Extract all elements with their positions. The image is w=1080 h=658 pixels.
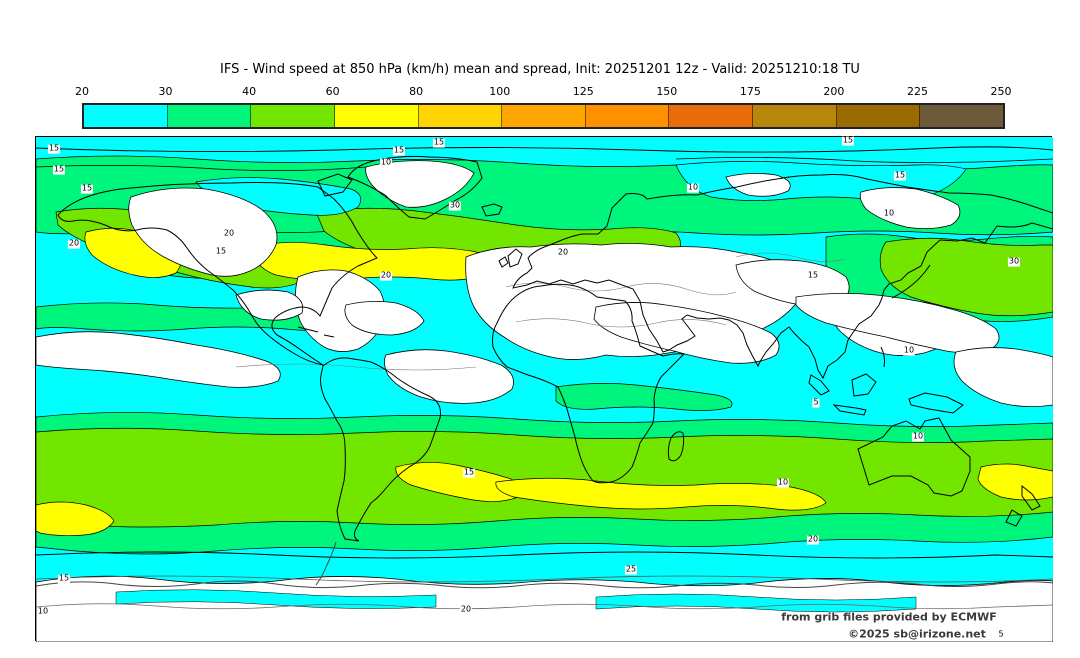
- coast-antarctica: [36, 580, 1053, 589]
- coastlines: [36, 155, 1053, 610]
- colorbar-cell: [585, 105, 670, 127]
- coast-australia: [857, 417, 971, 497]
- colorbar-tick: 100: [489, 85, 511, 98]
- colorbar-ticks: 20 30 40 60 80 100 125 150 175 200 225 250: [75, 85, 1012, 99]
- contour-label: 20: [67, 238, 81, 249]
- colorbar-tick: 225: [906, 85, 928, 98]
- coast-cuba: [297, 326, 319, 333]
- contour-label: 30: [1007, 256, 1021, 267]
- contour-label: 20: [222, 228, 236, 239]
- contour-label: 15: [462, 467, 476, 478]
- contour-label: 10: [911, 431, 925, 442]
- colorbar-tick: 250: [990, 85, 1012, 98]
- attribution-copyright: ©2025 sb@irizone.net: [848, 627, 986, 641]
- contour-label: 15: [806, 270, 820, 281]
- contour-lines: [36, 146, 1053, 583]
- contour-label: 15: [392, 145, 406, 156]
- colorbar-cell: [753, 105, 837, 127]
- colorbar-tick: 60: [325, 85, 340, 98]
- contour-label: 15: [52, 164, 66, 175]
- contour-label: 10: [882, 208, 896, 219]
- contour-label: 15: [57, 573, 71, 584]
- colorbar-cell: [84, 105, 168, 127]
- colorbar-cell: [669, 105, 754, 127]
- colorbar-tick: 150: [656, 85, 678, 98]
- contour-label: 25: [624, 564, 638, 575]
- coast-new-guinea: [908, 392, 964, 414]
- colorbar-cell: [502, 105, 586, 127]
- contour-label: 30: [448, 200, 462, 211]
- contour-label: 5: [997, 629, 1005, 640]
- coast-sumatra: [808, 374, 830, 396]
- coast-hispaniola: [323, 334, 335, 338]
- colorbar-cell: [920, 105, 1004, 127]
- attribution-ecmwf: from grib files provided by ECMWF: [781, 610, 997, 624]
- field-yellow: [36, 227, 1053, 537]
- colorbar-bar: [82, 103, 1005, 129]
- contour-label: 20: [379, 270, 393, 281]
- colorbar-cell: [167, 105, 252, 127]
- colorbar-tick: 175: [739, 85, 761, 98]
- contour-label: 20: [459, 604, 473, 615]
- colorbar-tick: 80: [409, 85, 424, 98]
- contour-label: 10: [776, 477, 790, 488]
- colorbar-cell: [251, 105, 335, 127]
- contour-label: 15: [432, 137, 446, 148]
- contour-label: 20: [806, 534, 820, 545]
- coast-baffin: [317, 173, 353, 197]
- contour-label: 15: [47, 143, 61, 154]
- coast-north-america: [57, 182, 378, 366]
- contour-label: 15: [841, 135, 855, 146]
- coast-eurasia: [512, 174, 1053, 380]
- coast-uk: [507, 248, 523, 268]
- coast-south-america: [320, 357, 441, 542]
- contour-label: 20: [556, 247, 570, 258]
- contour-label: 5: [812, 397, 820, 408]
- plot-title: IFS - Wind speed at 850 hPa (km/h) mean …: [220, 62, 860, 77]
- coast-ireland: [498, 256, 509, 268]
- contour-label: 15: [214, 246, 228, 257]
- field-antarctic-cyan-lanes: [115, 589, 917, 613]
- contour-label: 15: [893, 170, 907, 181]
- coast-philippines: [880, 346, 886, 368]
- coast-java: [832, 404, 867, 416]
- contour-label: 10: [36, 606, 50, 617]
- coast-borneo: [851, 373, 877, 397]
- coast-antarctica-inner: [36, 603, 1053, 610]
- colorbar-tick: 20: [75, 85, 89, 98]
- colorbar-tick: 125: [572, 85, 594, 98]
- contour-label: 10: [379, 157, 393, 168]
- contour-label: 10: [686, 182, 700, 193]
- coast-madagascar: [667, 431, 685, 462]
- coast-new-zealand: [1021, 484, 1041, 511]
- map-canvas: [36, 137, 1053, 642]
- map-panel: 15 15 15 20 20 15 15 15 10 30 20 20 10 15 15 10 15 30 10 5 1…: [35, 135, 1053, 642]
- coast-japan: [891, 264, 931, 299]
- colorbar-tick: 200: [823, 85, 845, 98]
- coast-antarctic-peninsula: [315, 541, 337, 586]
- colorbar-cell: [334, 105, 419, 127]
- coast-iceland: [481, 203, 503, 217]
- colorbar-tick: 30: [158, 85, 173, 98]
- coast-new-zealand-south: [1005, 509, 1023, 527]
- contour-label: 10: [902, 345, 916, 356]
- colorbar-cell: [836, 105, 921, 127]
- contour-label: 15: [80, 183, 94, 194]
- colorbar-tick: 40: [242, 85, 257, 98]
- coast-africa: [492, 283, 686, 484]
- colorbar-cell: [418, 105, 503, 127]
- field-white: [36, 160, 1053, 642]
